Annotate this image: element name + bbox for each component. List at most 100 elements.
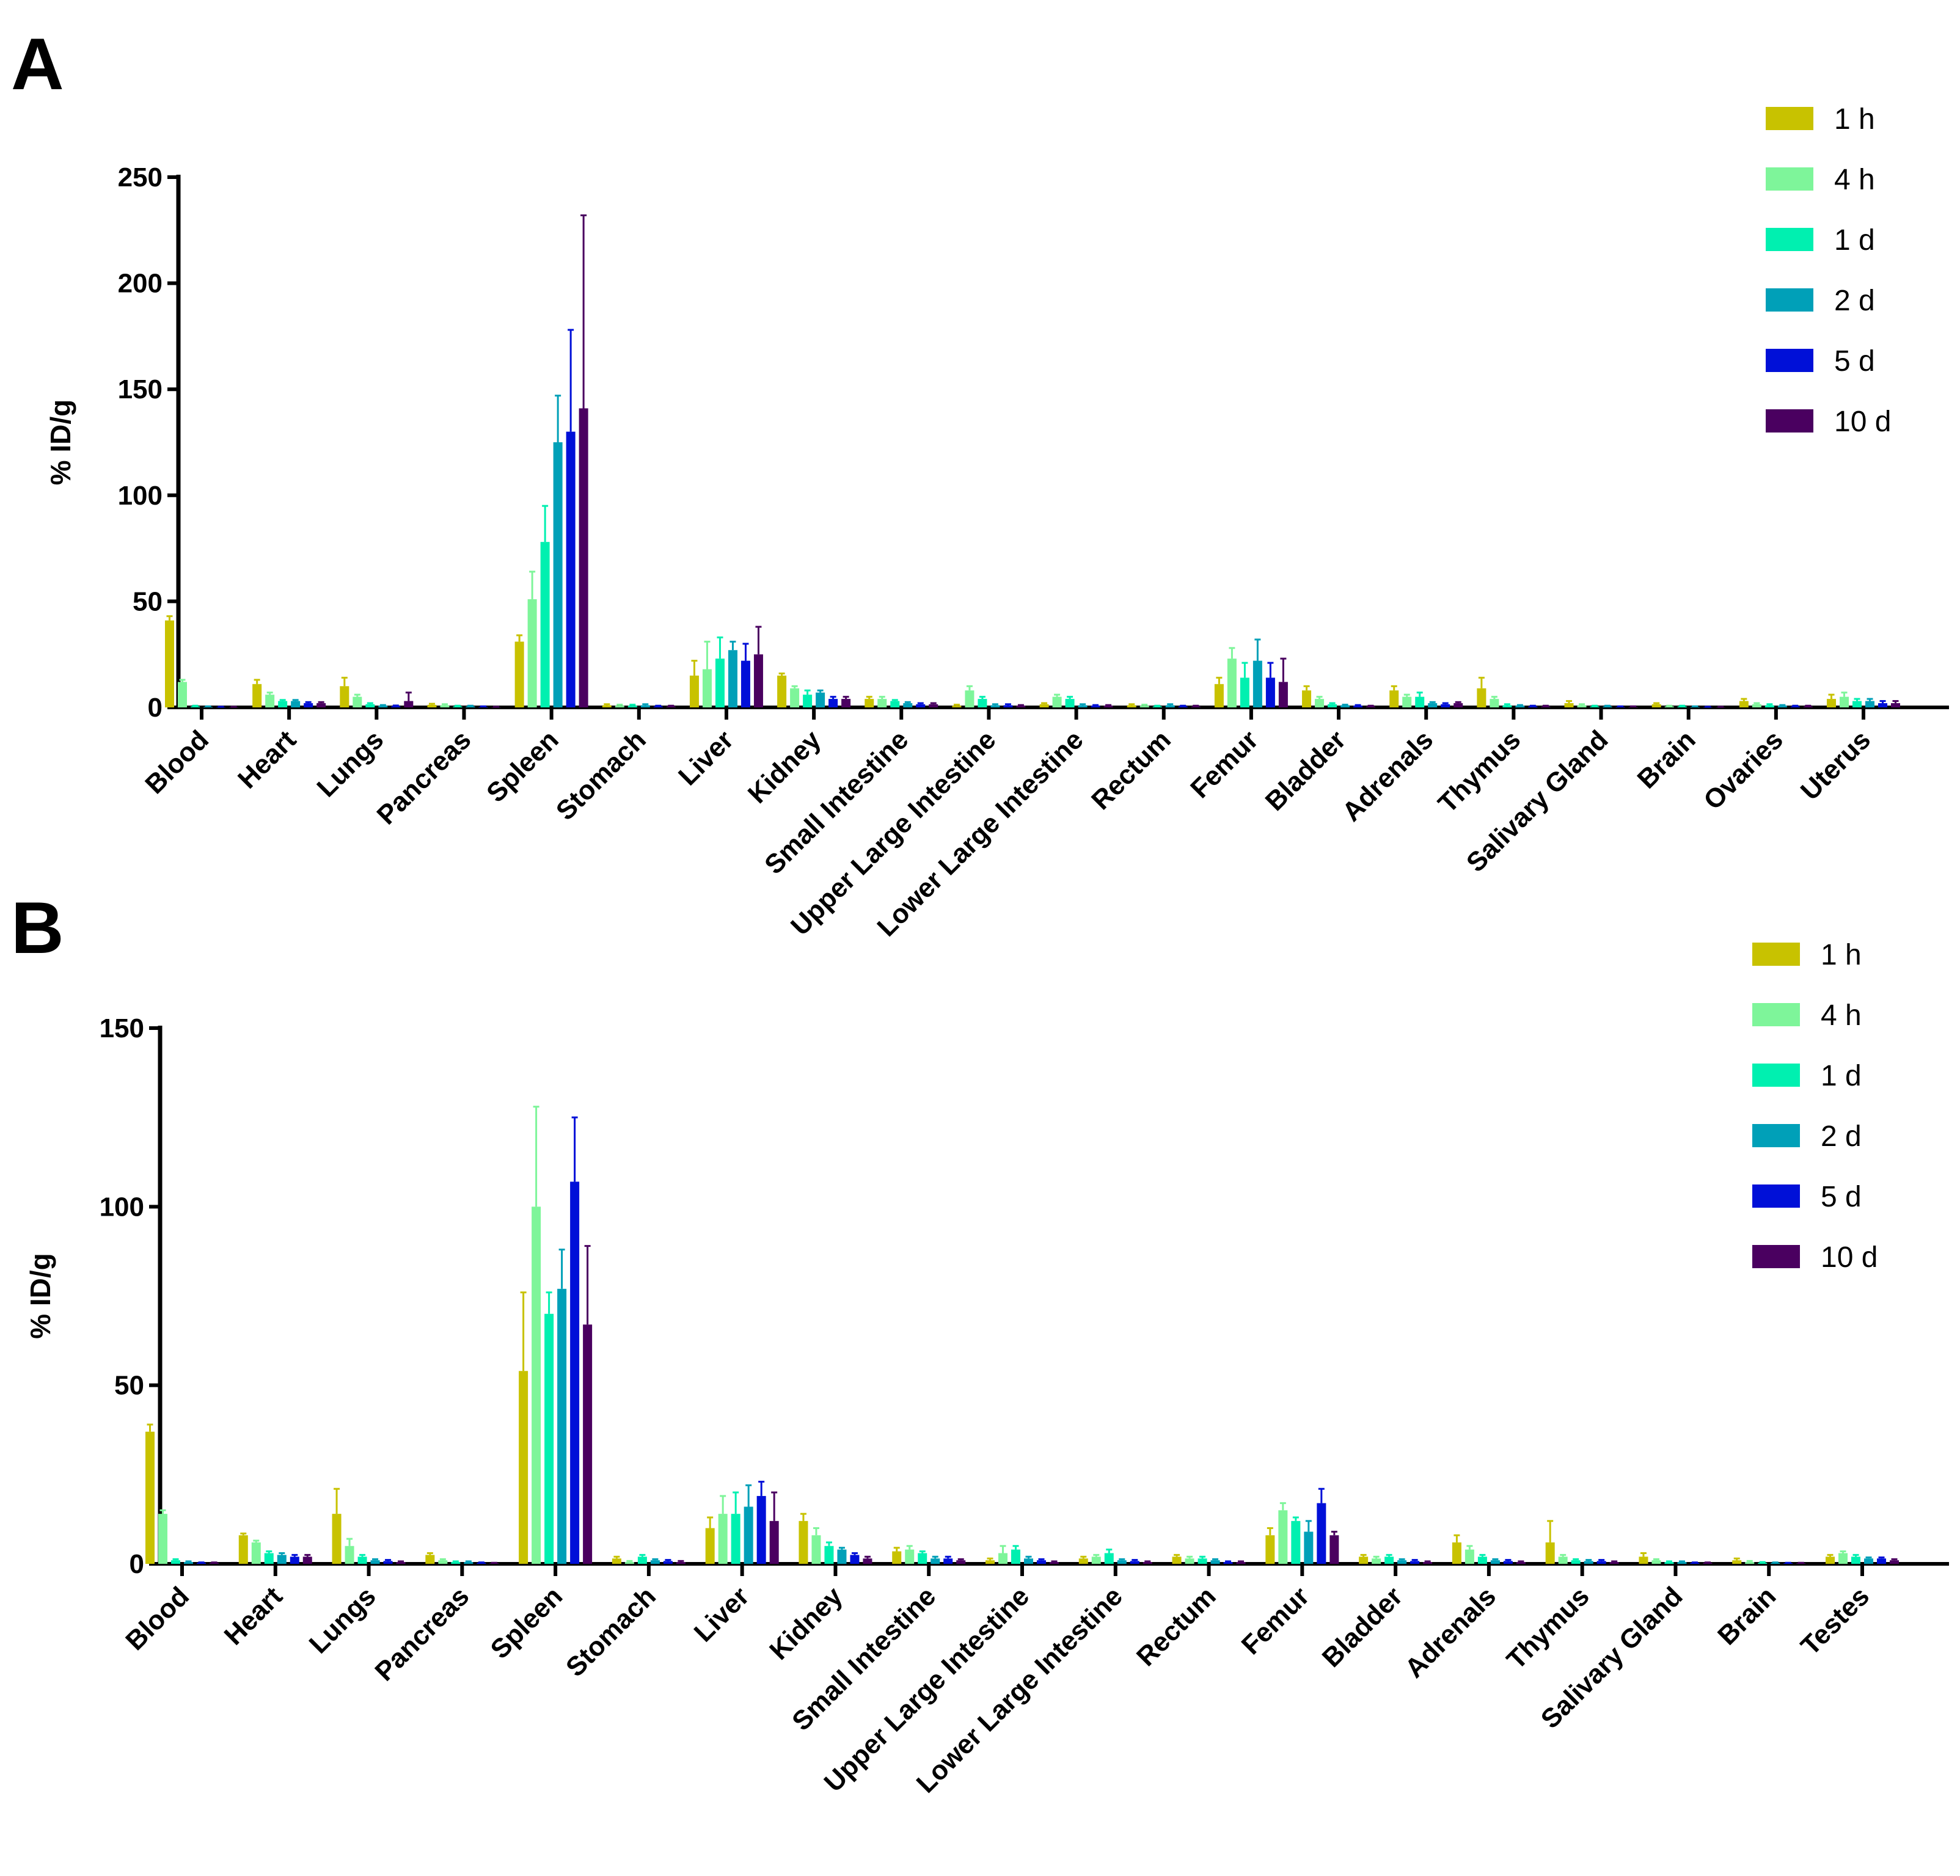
category-label: Adrenals — [1336, 724, 1439, 827]
bar-kidney-1h — [799, 1520, 808, 1564]
bar-rectum-4h — [1185, 1558, 1194, 1564]
category-label: Ovaries — [1698, 724, 1789, 816]
bar-thymus-5d — [1596, 1561, 1606, 1564]
bar-bladder-2d — [1340, 705, 1350, 707]
category-label: Brain — [1632, 724, 1702, 794]
category-label: Liver — [673, 724, 739, 791]
y-tick-label: 150 — [100, 1013, 144, 1043]
category-label: Pancreas — [369, 1581, 475, 1687]
y-tick-label: 100 — [100, 1192, 144, 1222]
bar-pancreas-4h — [438, 1560, 448, 1564]
bar-rectum-1h — [1172, 1557, 1182, 1564]
bar-kidney-2d — [837, 1549, 847, 1564]
bar-femur-1d — [1240, 677, 1249, 707]
bar-testes-10d — [1890, 1560, 1899, 1564]
bar-small-intestine-4h — [905, 1549, 915, 1564]
bar-small-intestine-2d — [931, 1558, 940, 1564]
bar-adrenals-4h — [1465, 1549, 1474, 1564]
bar-lungs-2d — [378, 706, 388, 707]
bar-uterus-1h — [1827, 699, 1836, 707]
bar-thymus-1h — [1477, 688, 1486, 707]
bar-lungs-10d — [404, 701, 414, 707]
bar-upper-large-intestine-5d — [1037, 1560, 1046, 1564]
bar-stomach-10d — [666, 706, 676, 707]
bar-pancreas-2d — [466, 706, 475, 707]
bar-ovaries-1d — [1764, 705, 1774, 707]
bar-ovaries-10d — [1803, 706, 1813, 707]
bar-testes-5d — [1877, 1558, 1886, 1564]
bar-stomach-5d — [653, 706, 663, 707]
legend-swatch — [1752, 1245, 1800, 1268]
bar-adrenals-2d — [1428, 703, 1438, 707]
y-tick-label: 200 — [118, 269, 163, 299]
bar-upper-large-intestine-5d — [1003, 705, 1013, 707]
legend-swatch — [1752, 1124, 1800, 1147]
category-label: Bladder — [1317, 1581, 1408, 1673]
bar-thymus-1h — [1545, 1542, 1555, 1564]
category-label: Testes — [1795, 1581, 1875, 1661]
bar-bladder-10d — [1423, 1562, 1433, 1564]
bar-bladder-10d — [1366, 706, 1376, 707]
bar-spleen-10d — [579, 408, 588, 707]
bar-heart-4h — [251, 1542, 261, 1564]
bar-kidney-1h — [777, 675, 787, 707]
bar-bladder-1d — [1384, 1557, 1394, 1564]
category-label: Femur — [1236, 1581, 1315, 1660]
bar-spleen-5d — [570, 1181, 580, 1564]
bar-lungs-5d — [383, 1561, 393, 1564]
bar-upper-large-intestine-2d — [990, 705, 1000, 707]
legend-label: 10 d — [1834, 406, 1891, 438]
bar-liver-1h — [705, 1528, 715, 1564]
bar-liver-10d — [753, 654, 763, 707]
legend-swatch — [1766, 228, 1813, 251]
bar-kidney-1d — [824, 1546, 834, 1564]
category-label: Femur — [1185, 724, 1264, 804]
bar-uterus-10d — [1891, 703, 1900, 707]
bar-ovaries-2d — [1777, 706, 1787, 707]
bar-uterus-2d — [1865, 701, 1874, 707]
bar-ovaries-4h — [1752, 704, 1761, 707]
bar-pancreas-2d — [464, 1562, 474, 1564]
legend-label: 4 h — [1834, 164, 1875, 196]
bar-bladder-5d — [1353, 706, 1363, 707]
bar-femur-5d — [1265, 677, 1275, 707]
bar-thymus-2d — [1515, 706, 1525, 707]
bar-stomach-5d — [663, 1561, 673, 1564]
bar-testes-1h — [1826, 1557, 1835, 1564]
bar-rectum-10d — [1236, 1562, 1246, 1564]
bar-small-intestine-1d — [890, 701, 900, 707]
bar-bladder-1d — [1328, 704, 1337, 707]
bar-adrenals-4h — [1402, 696, 1412, 707]
legend-label: 1 h — [1834, 103, 1875, 136]
bar-lower-large-intestine-4h — [1052, 696, 1062, 707]
bar-femur-1h — [1265, 1535, 1275, 1564]
bar-femur-4h — [1227, 659, 1237, 707]
bar-salivary-gland-1d — [1664, 1562, 1674, 1564]
legend-label: 10 d — [1821, 1241, 1878, 1274]
bar-small-intestine-4h — [877, 699, 887, 707]
legend-swatch — [1766, 167, 1813, 191]
bar-lower-large-intestine-2d — [1117, 1560, 1127, 1564]
bar-thymus-4h — [1490, 699, 1499, 707]
bar-lungs-4h — [345, 1546, 354, 1564]
bar-uterus-1d — [1852, 701, 1862, 707]
bar-kidney-4h — [790, 688, 800, 707]
bar-blood-4h — [178, 682, 187, 707]
bar-salivary-gland-1h — [1639, 1557, 1648, 1564]
category-label: Pancreas — [371, 724, 477, 830]
y-tick-label: 250 — [118, 162, 163, 192]
bar-rectum-5d — [1223, 1562, 1233, 1564]
category-label: Spleen — [485, 1581, 569, 1665]
bar-lower-large-intestine-4h — [1091, 1557, 1101, 1564]
bar-pancreas-1h — [425, 1555, 435, 1564]
bar-brain-1h — [1732, 1560, 1742, 1564]
bar-bladder-1h — [1359, 1557, 1369, 1564]
bar-adrenals-5d — [1441, 704, 1450, 707]
bar-testes-1d — [1851, 1557, 1860, 1564]
y-tick-label: 0 — [130, 1549, 144, 1579]
bar-liver-4h — [718, 1514, 728, 1564]
bar-liver-1h — [689, 675, 699, 707]
bar-stomach-1d — [637, 1557, 647, 1564]
